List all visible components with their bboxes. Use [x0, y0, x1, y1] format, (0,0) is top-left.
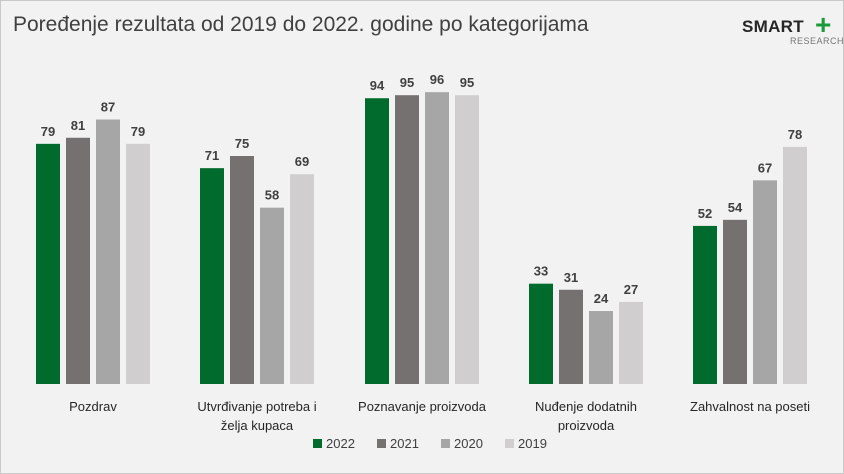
category-label: Zahvalnost na poseti: [690, 399, 810, 414]
bar-2022: [693, 225, 717, 384]
bar-2020: [425, 92, 449, 384]
data-label: 96: [430, 72, 444, 87]
bar-2022: [200, 168, 224, 384]
category-label: Poznavanje proizvoda: [358, 399, 487, 414]
category-label-line: Pozdrav: [69, 399, 117, 414]
legend-swatch: [505, 439, 514, 448]
category-label-line: želja kupaca: [221, 418, 294, 433]
data-label: 95: [400, 75, 414, 90]
category-label: Nuđenje dodatnih proizvoda: [535, 399, 637, 433]
bar-2019: [619, 301, 643, 384]
data-label: 69: [295, 154, 309, 169]
data-label: 79: [131, 124, 145, 139]
category-label-line: Poznavanje proizvoda: [358, 399, 487, 414]
bar-2020: [589, 311, 613, 384]
bar-2021: [723, 219, 747, 384]
bar-2020: [260, 207, 284, 384]
category-label: Pozdrav: [69, 399, 117, 414]
bar-2019: [126, 143, 150, 384]
category-label-line: proizvoda: [558, 418, 615, 433]
data-label: 81: [71, 118, 85, 133]
chart-title: Poređenje rezultata od 2019 do 2022. god…: [13, 13, 589, 36]
logo-subtitle: RESEARCH: [790, 36, 844, 46]
legend-label: 2020: [454, 436, 483, 451]
data-label: 27: [624, 282, 638, 297]
bar-2020: [753, 180, 777, 384]
bar-2022: [365, 98, 389, 385]
bar-2021: [230, 156, 254, 384]
bar-2021: [66, 137, 90, 384]
data-label: 58: [265, 188, 279, 203]
data-label: 79: [41, 124, 55, 139]
legend-swatch: [377, 439, 386, 448]
data-label: 24: [594, 291, 609, 306]
data-label: 71: [205, 148, 219, 163]
bar-2021: [559, 289, 583, 384]
legend-label: 2021: [390, 436, 419, 451]
category-label: Utvrđivanje potreba i želja kupaca: [197, 399, 316, 433]
category-label-line: Utvrđivanje potreba i: [197, 399, 316, 414]
legend-swatch: [441, 439, 450, 448]
data-label: 75: [235, 136, 249, 151]
data-label: 54: [728, 200, 743, 215]
category-label-line: Zahvalnost na poseti: [690, 399, 810, 414]
data-label: 67: [758, 160, 772, 175]
bar-2022: [36, 143, 60, 384]
legend-swatch: [313, 439, 322, 448]
category-label-line: Nuđenje dodatnih: [535, 399, 637, 414]
data-label: 87: [101, 100, 115, 115]
data-label: 78: [788, 127, 802, 142]
data-label: 31: [564, 270, 578, 285]
bar-2021: [395, 95, 419, 384]
data-label: 52: [698, 206, 712, 221]
bar-2019: [290, 174, 314, 384]
data-label: 95: [460, 75, 474, 90]
smart-research-logo: SMART + RESEARCH: [742, 11, 844, 47]
bar-2020: [96, 119, 120, 385]
bar-2019: [783, 146, 807, 384]
data-label: 94: [370, 78, 385, 93]
logo-plus-icon: +: [815, 9, 832, 40]
bar-2019: [455, 95, 479, 384]
legend-label: 2019: [518, 436, 547, 451]
logo-word: SMART: [742, 17, 804, 36]
legend-label: 2022: [326, 436, 355, 451]
bar-2022: [529, 283, 553, 384]
data-label: 33: [534, 264, 548, 279]
